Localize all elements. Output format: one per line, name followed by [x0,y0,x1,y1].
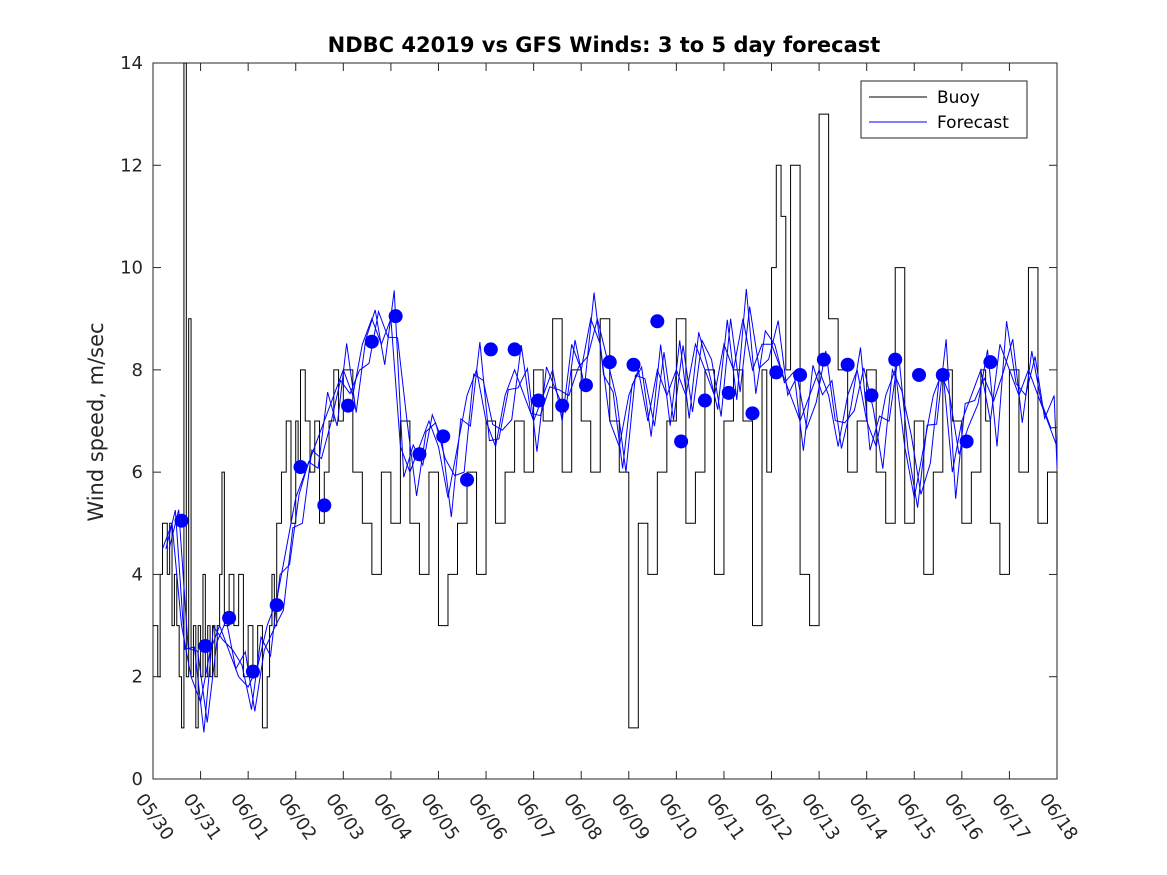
forecast-marker [317,498,332,513]
forecast-marker [935,367,950,382]
forecast-marker [983,355,998,370]
forecast-marker [483,342,498,357]
y-tick-label: 4 [132,564,143,585]
forecast-marker [531,393,546,408]
chart-title: NDBC 42019 vs GFS Winds: 3 to 5 day fore… [328,33,881,57]
forecast-marker [745,406,760,421]
buoy-line [153,62,1058,729]
forecast-marker [507,342,522,357]
legend-box [860,80,1028,139]
forecast-marker [222,610,237,625]
forecast-marker [245,664,260,679]
y-axis-label: Wind speed, m/sec [84,322,108,521]
buoy-series [153,62,1058,729]
forecast-marker [697,393,712,408]
y-tick-label: 10 [120,258,143,279]
forecast-marker [174,513,189,528]
forecast-marker [840,357,855,372]
forecast-marker [888,352,903,367]
forecast-marker [412,447,427,462]
forecast-marker [388,309,403,324]
forecast-marker [341,398,356,413]
y-tick-label: 6 [132,462,143,483]
forecast-marker [864,388,879,403]
forecast-line [168,306,1058,723]
forecast-series [162,288,1058,733]
legend: Buoy Forecast [860,80,1028,139]
forecast-marker [959,434,974,449]
y-tick-label: 0 [132,769,143,790]
forecast-marker [769,365,784,380]
forecast-marker [602,355,617,370]
forecast-marker [364,334,379,349]
forecast-marker [269,598,284,613]
forecast-marker [436,429,451,444]
y-tick-label: 2 [132,667,143,688]
y-tick-label: 14 [120,53,143,74]
legend-buoy-label: Buoy [937,88,980,108]
forecast-marker [555,398,570,413]
y-tick-label: 12 [120,155,143,176]
forecast-marker [198,639,213,654]
forecast-marker [721,385,736,400]
y-axis: 0 2 4 6 8 10 12 14 [120,53,1057,790]
forecast-line [165,288,1058,733]
forecast-marker [674,434,689,449]
forecast-marker [460,472,475,487]
forecast-marker [912,367,927,382]
forecast-marker [293,460,308,475]
forecast-marker [578,378,593,393]
forecast-marker [793,367,808,382]
forecast-markers [174,309,998,679]
forecast-marker [626,357,641,372]
legend-forecast-label: Forecast [937,113,1009,133]
forecast-marker [816,352,831,367]
forecast-marker [650,314,665,329]
axes-box [152,62,1058,780]
y-tick-label: 8 [132,360,143,381]
